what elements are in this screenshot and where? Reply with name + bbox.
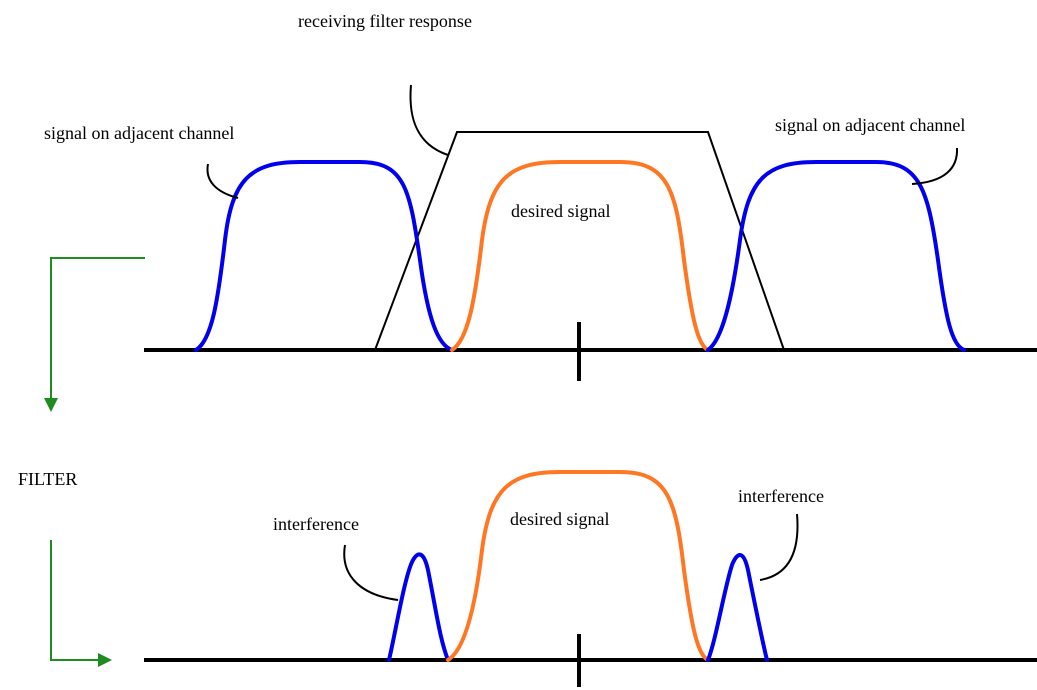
desired-signal-bottom-label: desired signal	[510, 509, 609, 529]
adjacent-right-leader	[911, 147, 959, 185]
flow-arrow-down-line	[50, 257, 145, 398]
adjacent-left-label: signal on adjacent channel	[44, 123, 234, 143]
interference-right-curve	[706, 553, 769, 662]
filter-label: FILTER	[18, 469, 77, 489]
adjacent-signal-left-curve	[194, 160, 454, 352]
desired-signal-top-curve	[450, 160, 710, 352]
interference-left-label: interference	[273, 514, 359, 534]
flow-arrow-right-head	[98, 653, 112, 667]
interference-right-label: interference	[738, 486, 824, 506]
filter-response-label: receiving filter response	[298, 11, 472, 31]
adjacent-right-label: signal on adjacent channel	[775, 115, 965, 135]
adjacent-signal-right-curve	[706, 160, 966, 352]
desired-signal-top-label: desired signal	[511, 201, 610, 221]
adjacent-left-leader	[206, 163, 239, 199]
desired-signal-bottom-curve	[446, 470, 710, 662]
receiving-filter-trapezoid	[374, 131, 785, 351]
flow-arrow-right-line	[50, 540, 98, 661]
interference-left-leader	[343, 544, 399, 601]
filter-response-leader	[409, 84, 449, 156]
flow-arrow-down-head	[44, 398, 58, 412]
interference-right-leader	[759, 513, 799, 581]
interference-left-curve	[387, 552, 450, 662]
